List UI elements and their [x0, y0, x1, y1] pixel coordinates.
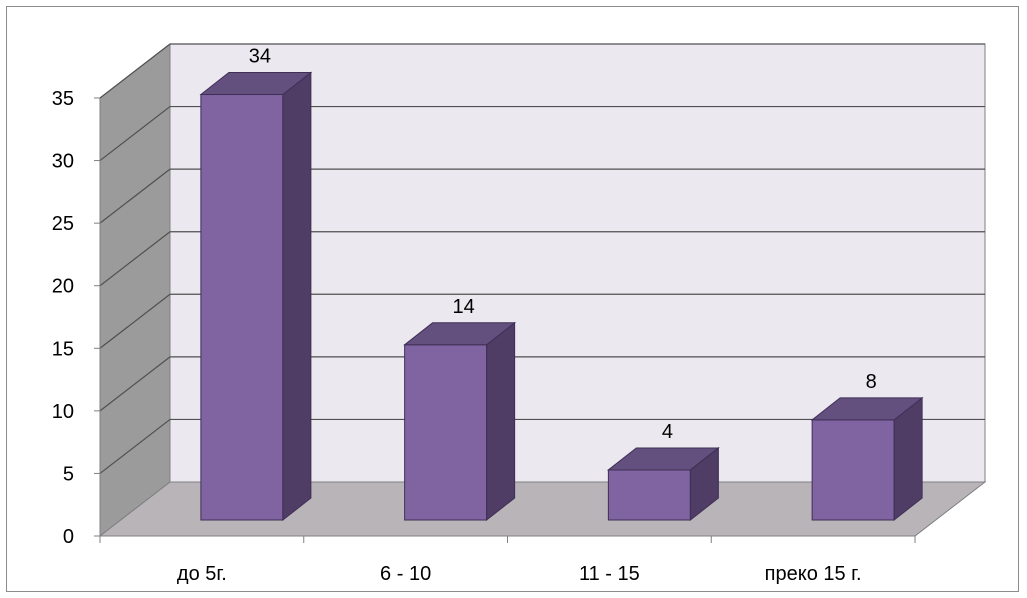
gridline-side [99, 43, 171, 99]
x-tick-label: 11 - 15 [579, 563, 640, 585]
data-label: 34 [249, 46, 271, 68]
bar-front [607, 469, 691, 521]
y-tick-label: 10 [52, 401, 74, 423]
bar [403, 321, 517, 522]
side-wall [99, 42, 171, 538]
bar [199, 71, 313, 522]
gridline-side [99, 106, 171, 162]
gridline-side [99, 293, 171, 349]
bar-front [811, 419, 895, 521]
y-axis-tick-labels: 0 5 10 15 20 25 30 35 [52, 88, 74, 548]
gridline-side [99, 418, 171, 474]
x-axis-tick-labels: до 5г. 6 - 10 11 - 15 преко 15 г. [177, 563, 862, 585]
bar-side [282, 71, 312, 522]
bar [810, 396, 924, 522]
data-labels: 34 14 4 8 [249, 46, 877, 443]
y-tick-label: 35 [52, 88, 74, 110]
y-tick-label: 20 [52, 276, 74, 298]
chart-walls [98, 42, 987, 538]
bar-top [606, 447, 720, 471]
y-tick-label: 25 [52, 213, 74, 235]
gridline-side [99, 168, 171, 224]
axes [94, 97, 916, 543]
bar [606, 446, 720, 522]
y-tick-label: 15 [52, 338, 74, 360]
data-label: 4 [662, 421, 673, 443]
bar-front [200, 94, 284, 521]
bar-top [199, 72, 313, 96]
gridline-side [99, 231, 171, 287]
x-tick-label: до 5г. [177, 563, 227, 585]
data-label: 8 [866, 371, 877, 393]
bar-top [810, 397, 924, 421]
y-tick-label: 5 [63, 463, 74, 485]
y-tick-label: 0 [63, 526, 74, 548]
y-tick-label: 30 [52, 151, 74, 173]
bar-front [404, 344, 488, 521]
x-tick-label: 6 - 10 [380, 563, 431, 585]
bars [199, 71, 924, 522]
bar-top [403, 322, 517, 346]
bar-side [486, 321, 516, 522]
x-tick-label: преко 15 г. [765, 563, 862, 585]
gridline-side [99, 356, 171, 412]
data-label: 14 [453, 296, 475, 318]
